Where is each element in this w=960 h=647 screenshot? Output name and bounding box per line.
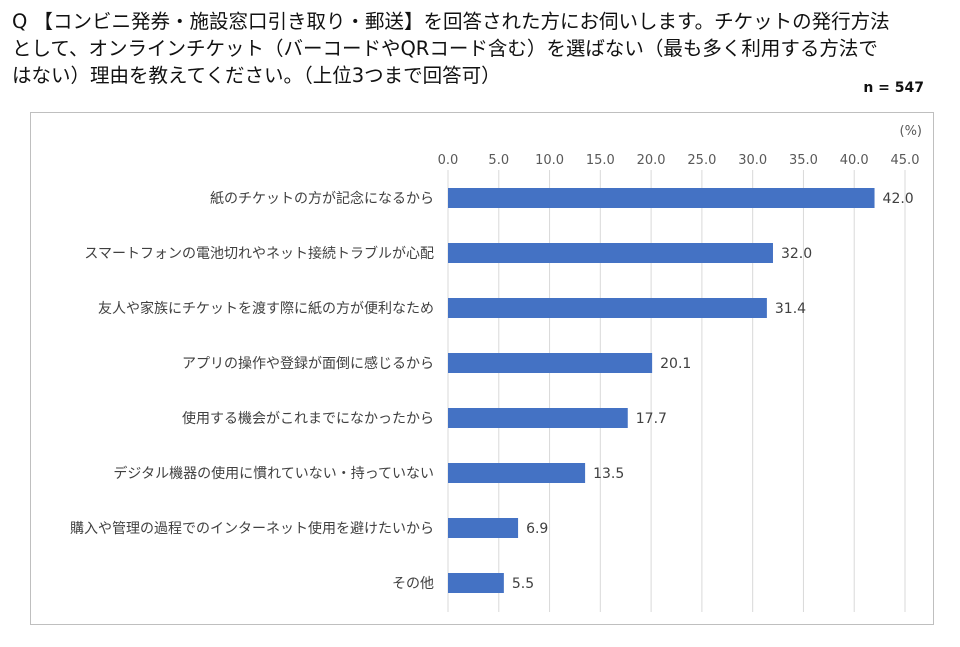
category-label: スマートフォンの電池切れやネット接続トラブルが心配	[84, 245, 434, 262]
unit-label: (%)	[900, 124, 923, 139]
x-tick-label: 15.0	[586, 153, 615, 168]
category-label: その他	[392, 576, 434, 592]
x-tick-label: 35.0	[789, 153, 818, 168]
x-tick-label: 30.0	[738, 153, 767, 168]
value-label: 13.5	[593, 466, 624, 482]
bars: 紙のチケットの方が記念になるから 42.0 スマートフォンの電池切れやネット接続トラ…	[70, 188, 914, 593]
x-tick-label: 40.0	[840, 153, 869, 168]
category-label: 使用する機会がこれまでになかったから	[182, 410, 434, 427]
x-tick-label: 10.0	[535, 153, 564, 168]
category-label: 友人や家族にチケットを渡す際に紙の方が便利なため	[98, 300, 434, 317]
value-label: 20.1	[660, 356, 691, 372]
value-label: 6.9	[526, 521, 548, 537]
sample-size: n = 547	[863, 80, 924, 96]
bar	[448, 573, 504, 593]
bar	[448, 518, 519, 538]
value-label: 31.4	[775, 301, 806, 317]
category-label: 購入や管理の過程でのインターネット使用を避けたいから	[70, 520, 434, 537]
category-label: アプリの操作や登録が面倒に感じるから	[182, 355, 434, 372]
x-tick-label: 25.0	[687, 153, 716, 168]
value-label: 42.0	[883, 191, 914, 207]
x-tick-label: 20.0	[637, 153, 666, 168]
category-label: デジタル機器の使用に慣れていない・持っていない	[113, 465, 434, 482]
x-tick-label: 0.0	[438, 153, 459, 168]
x-axis-ticks: 0.0 5.0 10.0 15.0 20.0 25.0 30.0 35.0 40.0 45.0	[438, 153, 920, 168]
value-label: 5.5	[512, 576, 534, 592]
bar	[448, 353, 653, 373]
bar	[448, 188, 875, 208]
category-label: 紙のチケットの方が記念になるから	[210, 190, 434, 207]
bar	[448, 463, 586, 483]
gridlines	[447, 170, 906, 612]
bar	[448, 298, 767, 318]
chart-frame	[30, 112, 934, 625]
x-tick-label: 5.0	[488, 153, 509, 168]
value-label: 17.7	[636, 411, 667, 427]
question-title: Q 【コンビニ発券・施設窓口引き取り・郵送】を回答された方にお伺いします。チケッ…	[12, 10, 890, 87]
x-tick-label: 45.0	[891, 153, 920, 168]
bar	[448, 408, 628, 428]
value-label: 32.0	[781, 246, 812, 262]
bar	[448, 243, 773, 263]
